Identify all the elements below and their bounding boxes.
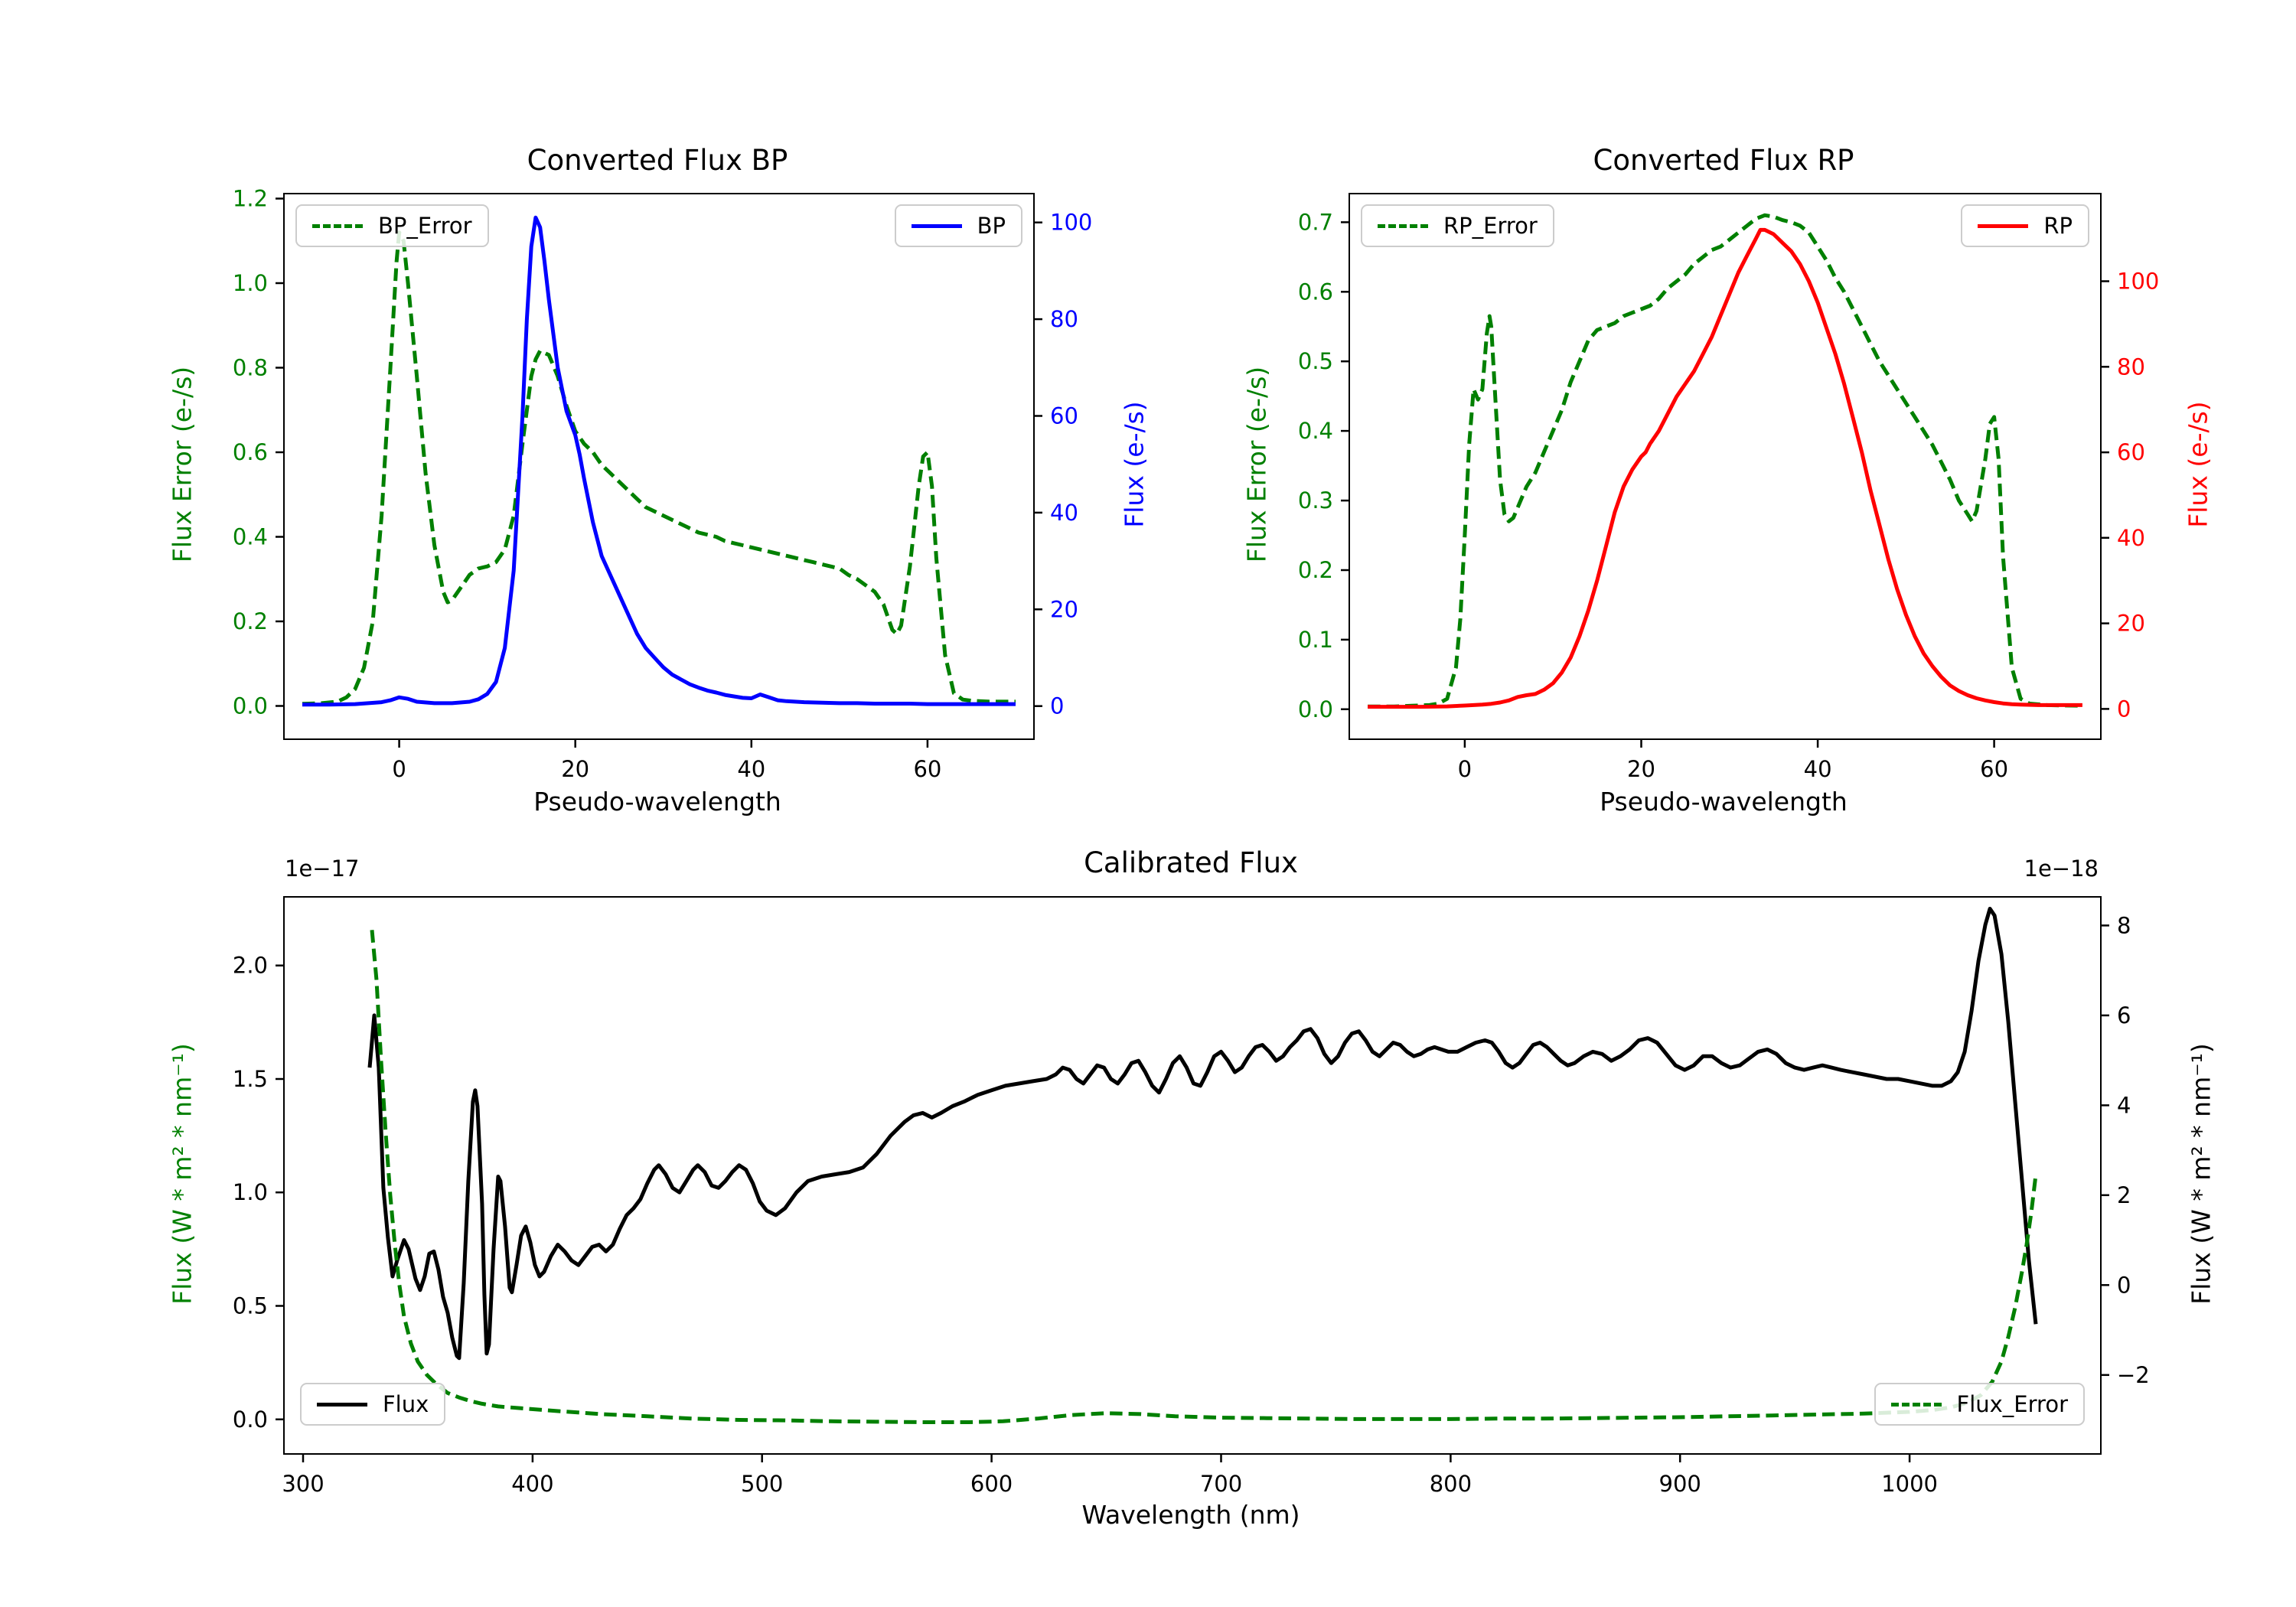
- svg-text:1000: 1000: [1881, 1471, 1938, 1497]
- bp-error-legend-label: BP_Error: [378, 213, 472, 239]
- svg-text:0.1: 0.1: [1298, 627, 1333, 653]
- bp-plot-canvas: 0 20 40 60 0.0 0.2 0.4 0.6 0.8 1.0 1.2 0 20 40 60 80 100: [233, 186, 1092, 783]
- svg-text:0.6: 0.6: [233, 439, 268, 465]
- svg-text:20: 20: [1050, 596, 1078, 622]
- svg-text:2: 2: [2117, 1182, 2131, 1208]
- svg-text:1.2: 1.2: [233, 186, 268, 212]
- svg-text:8: 8: [2117, 912, 2131, 938]
- svg-text:100: 100: [1050, 210, 1092, 236]
- svg-text:−2: −2: [2117, 1362, 2150, 1388]
- svg-text:0.0: 0.0: [233, 693, 268, 719]
- svg-text:0: 0: [2117, 1272, 2131, 1298]
- flux-legend-label: Flux: [383, 1391, 429, 1417]
- svg-text:0.6: 0.6: [1298, 279, 1333, 305]
- flux-ylabel-left: Flux (W * m² * nm⁻¹): [167, 1043, 197, 1305]
- svg-text:0.0: 0.0: [1298, 696, 1333, 722]
- rp-axes: 0 20 40 60 0.0 0.1 0.2 0.3 0.4 0.5 0.6 0.7 0 20 40 60 80…: [1298, 193, 2159, 782]
- bp-ylabel-left: Flux Error (e-/s): [167, 366, 197, 563]
- svg-text:0.5: 0.5: [233, 1293, 268, 1319]
- svg-text:40: 40: [737, 756, 765, 782]
- rp-plot-canvas: 0 20 40 60 0.0 0.1 0.2 0.3 0.4 0.5 0.6 0.7 0 20 40 60 80…: [1298, 209, 2159, 782]
- rp-legend-label: RP: [2043, 213, 2073, 239]
- flux-line-sample: [317, 1402, 367, 1407]
- bp-legend: BP: [894, 204, 1022, 247]
- svg-text:40: 40: [1804, 756, 1832, 782]
- bp-line-sample: [911, 223, 962, 228]
- svg-text:500: 500: [741, 1471, 783, 1497]
- rp-legend: RP: [1961, 204, 2089, 247]
- svg-text:100: 100: [2117, 269, 2159, 295]
- rp-ylabel-left: Flux Error (e-/s): [1241, 366, 1272, 563]
- bp-xlabel: Pseudo-wavelength: [533, 787, 781, 817]
- svg-text:300: 300: [282, 1471, 324, 1497]
- svg-text:0: 0: [392, 756, 406, 782]
- bp-legend-label: BP: [977, 213, 1006, 239]
- svg-text:0.5: 0.5: [1298, 348, 1333, 374]
- svg-text:700: 700: [1200, 1471, 1242, 1497]
- svg-text:800: 800: [1430, 1471, 1472, 1497]
- rp-ylabel-right: Flux (e-/s): [2183, 401, 2213, 528]
- bp-error-legend: BP_Error: [295, 204, 489, 247]
- flux-legend: Flux: [300, 1383, 446, 1426]
- svg-text:0.4: 0.4: [233, 524, 268, 550]
- rp-line-sample: [1978, 223, 2029, 228]
- flux-ylabel-right: Flux (W * m² * nm⁻¹): [2186, 1043, 2216, 1305]
- svg-text:900: 900: [1659, 1471, 1701, 1497]
- svg-text:80: 80: [2117, 354, 2145, 380]
- flux-error-legend: Flux_Error: [1874, 1383, 2085, 1426]
- svg-text:40: 40: [1050, 500, 1078, 526]
- svg-text:0.7: 0.7: [1298, 209, 1333, 235]
- bp-title: Converted Flux BP: [527, 144, 788, 177]
- svg-text:0: 0: [1050, 693, 1064, 719]
- svg-text:0: 0: [1458, 756, 1472, 782]
- flux-error-legend-label: Flux_Error: [1956, 1391, 2068, 1417]
- rp-error-line-sample: [1378, 223, 1428, 228]
- svg-text:60: 60: [2117, 439, 2145, 465]
- bp-ylabel-right: Flux (e-/s): [1119, 401, 1150, 528]
- bp-axes: 0 20 40 60 0.0 0.2 0.4 0.6 0.8 1.0 1.2 0 20 40 60 80 100…: [233, 186, 1092, 783]
- svg-text:20: 20: [561, 756, 589, 782]
- flux-xlabel: Wavelength (nm): [1081, 1500, 1300, 1530]
- svg-text:4: 4: [2117, 1092, 2131, 1118]
- rp-error-legend-label: RP_Error: [1443, 213, 1538, 239]
- flux-left-axis-multiplier: 1e−17: [285, 856, 360, 882]
- svg-text:600: 600: [970, 1471, 1013, 1497]
- svg-text:0.2: 0.2: [1298, 557, 1333, 583]
- svg-text:1.0: 1.0: [233, 270, 268, 296]
- svg-text:20: 20: [1627, 756, 1655, 782]
- svg-text:0.0: 0.0: [233, 1407, 268, 1433]
- svg-text:0.4: 0.4: [1298, 418, 1333, 444]
- svg-text:60: 60: [1050, 403, 1078, 429]
- svg-text:0.3: 0.3: [1298, 487, 1333, 513]
- svg-text:60: 60: [913, 756, 941, 782]
- svg-text:40: 40: [2117, 525, 2145, 551]
- rp-xlabel: Pseudo-wavelength: [1600, 787, 1848, 817]
- rp-title: Converted Flux RP: [1593, 144, 1854, 177]
- flux-plot-canvas: 300 400 500 600 700 800 900 1000 0.0 0.5 1.0 1.5 2.0…: [233, 907, 2150, 1497]
- svg-text:0: 0: [2117, 696, 2131, 722]
- flux-title: Calibrated Flux: [1084, 846, 1298, 879]
- svg-text:2.0: 2.0: [233, 953, 268, 979]
- svg-text:0.8: 0.8: [233, 355, 268, 381]
- flux-axes: 300 400 500 600 700 800 900 1000 0.0 0.5 1.0 1.5 2.0…: [233, 896, 2150, 1497]
- svg-text:20: 20: [2117, 611, 2145, 637]
- bp-error-line-sample: [312, 223, 363, 228]
- flux-error-line-sample: [1890, 1402, 1942, 1407]
- svg-text:400: 400: [511, 1471, 553, 1497]
- svg-text:0.2: 0.2: [233, 608, 268, 634]
- svg-text:80: 80: [1050, 306, 1078, 332]
- svg-text:1.0: 1.0: [233, 1179, 268, 1205]
- svg-text:1.5: 1.5: [233, 1066, 268, 1092]
- svg-text:60: 60: [1980, 756, 2008, 782]
- flux-right-axis-multiplier: 1e−18: [2024, 856, 2099, 882]
- rp-error-legend: RP_Error: [1361, 204, 1554, 247]
- svg-text:6: 6: [2117, 1002, 2131, 1028]
